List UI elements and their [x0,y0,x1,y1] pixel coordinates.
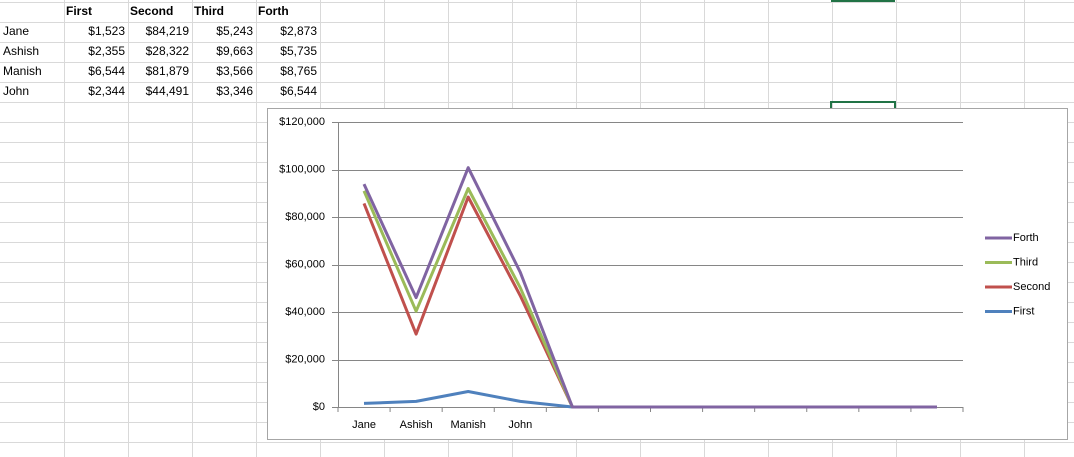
column-header: First [66,4,92,18]
selection-border [830,101,896,113]
cell-value: $8,765 [280,64,317,78]
y-tick-label: $40,000 [285,306,325,318]
cell-value: $1,523 [88,24,125,38]
cell-value: $2,344 [88,84,125,98]
cell-value: $81,879 [146,64,190,78]
series-line [362,166,937,409]
cell-value: $6,544 [88,64,125,78]
legend-label: First [1013,305,1034,317]
chart: $0 $20,000 $40,000 $60,000 $80,000 $100,000 $1… [279,116,1050,431]
cell-value: $6,544 [280,84,317,98]
row-label: Jane [3,24,29,38]
legend-label: Third [1013,256,1038,268]
cell-value: $3,346 [216,84,253,98]
y-tick-label: $120,000 [279,116,325,128]
column-header: Third [194,4,224,18]
y-tick-label: $60,000 [285,258,325,270]
y-tick-label: $100,000 [279,163,325,175]
cell-value: $5,243 [216,24,253,38]
x-tick-label: Jane [352,419,376,431]
y-tick-label: $20,000 [285,353,325,365]
cell-value: $3,566 [216,64,253,78]
y-tick-label: $80,000 [285,211,325,223]
cell-value: $9,663 [216,44,253,58]
legend-label: Forth [1013,232,1039,244]
cell-value: $44,491 [146,84,190,98]
cell-value: $2,873 [280,24,317,38]
y-tick-label: $0 [313,401,325,413]
row-label: Ashish [3,44,39,58]
column-header: Second [130,4,173,18]
cell-value: $28,322 [146,44,190,58]
column-header: Forth [258,4,289,18]
row-label: Manish [3,64,42,78]
cell-value: $84,219 [146,24,190,38]
legend-label: Second [1013,281,1050,293]
row-label: John [3,84,29,98]
chart-area [267,108,1068,440]
x-tick-label: Manish [450,419,485,431]
cell-value: $5,735 [280,44,317,58]
x-tick-label: John [508,419,532,431]
cell-value: $2,355 [88,44,125,58]
x-tick-label: Ashish [400,419,433,431]
data-table: First Second Third Forth Jane $1,523 $84,219 $5… [3,4,317,98]
